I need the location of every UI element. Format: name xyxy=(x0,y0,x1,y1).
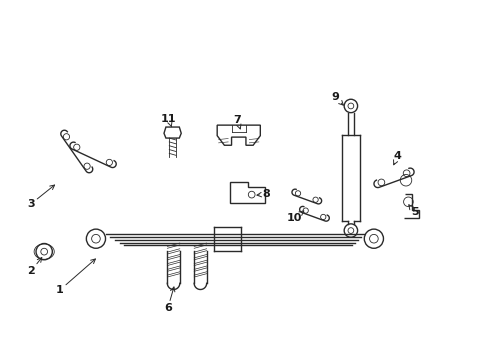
Text: 10: 10 xyxy=(286,211,303,223)
Text: 7: 7 xyxy=(233,115,241,129)
Text: 2: 2 xyxy=(27,257,41,276)
Text: 4: 4 xyxy=(393,151,401,165)
Text: 1: 1 xyxy=(56,259,95,295)
Text: 6: 6 xyxy=(163,287,175,313)
Text: 9: 9 xyxy=(331,92,343,105)
Text: 11: 11 xyxy=(161,114,176,127)
Text: 5: 5 xyxy=(408,205,418,217)
Text: 8: 8 xyxy=(256,189,269,199)
Text: 3: 3 xyxy=(27,185,55,209)
